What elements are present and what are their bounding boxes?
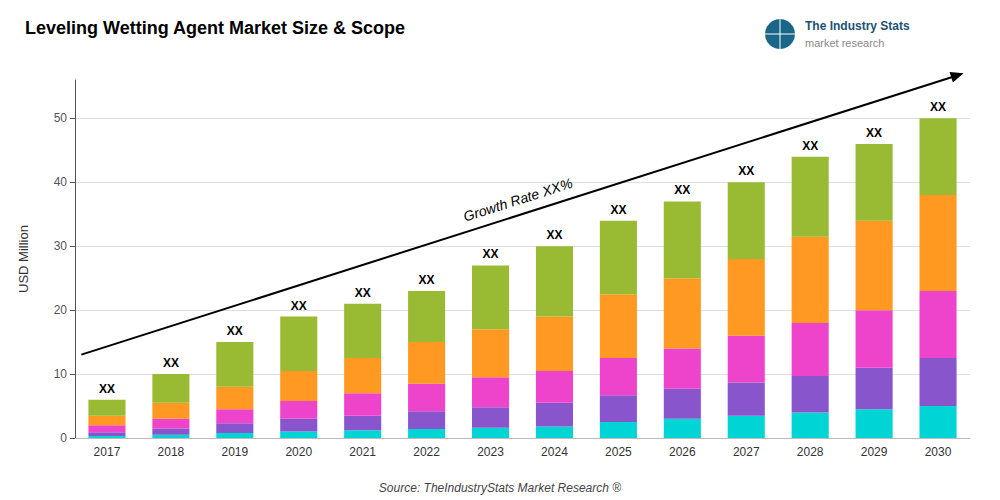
svg-text:USD Million: USD Million [16,225,31,293]
svg-text:XX: XX [419,273,435,287]
svg-text:2027: 2027 [733,445,760,459]
svg-text:XX: XX [674,183,690,197]
svg-text:2022: 2022 [413,445,440,459]
svg-text:50: 50 [54,111,68,125]
svg-text:2024: 2024 [541,445,568,459]
svg-text:XX: XX [930,100,946,114]
svg-text:2029: 2029 [861,445,888,459]
svg-text:XX: XX [291,299,307,313]
svg-text:30: 30 [54,239,68,253]
svg-text:2019: 2019 [221,445,248,459]
svg-text:XX: XX [802,139,818,153]
svg-text:XX: XX [227,324,243,338]
svg-text:10: 10 [54,367,68,381]
svg-text:2028: 2028 [797,445,824,459]
svg-text:XX: XX [546,228,562,242]
svg-text:2030: 2030 [925,445,952,459]
svg-text:Source: TheIndustryStats Marke: Source: TheIndustryStats Market Research… [379,481,621,495]
svg-text:2020: 2020 [285,445,312,459]
svg-text:40: 40 [54,175,68,189]
svg-text:XX: XX [738,164,754,178]
svg-text:Growth Rate XX%: Growth Rate XX% [461,175,574,225]
svg-text:2023: 2023 [477,445,504,459]
svg-text:2017: 2017 [94,445,121,459]
svg-text:XX: XX [355,286,371,300]
svg-text:2025: 2025 [605,445,632,459]
svg-text:XX: XX [163,356,179,370]
svg-text:2021: 2021 [349,445,376,459]
svg-text:XX: XX [99,382,115,396]
svg-text:XX: XX [866,126,882,140]
svg-text:20: 20 [54,303,68,317]
svg-text:2026: 2026 [669,445,696,459]
svg-text:The Industry Stats: The Industry Stats [805,19,910,33]
svg-text:0: 0 [60,431,67,445]
svg-text:XX: XX [483,247,499,261]
svg-text:2018: 2018 [158,445,185,459]
svg-text:XX: XX [610,203,626,217]
svg-text:Leveling Wetting Agent Market: Leveling Wetting Agent Market Size & Sco… [25,18,405,38]
svg-text:market research: market research [805,37,884,49]
